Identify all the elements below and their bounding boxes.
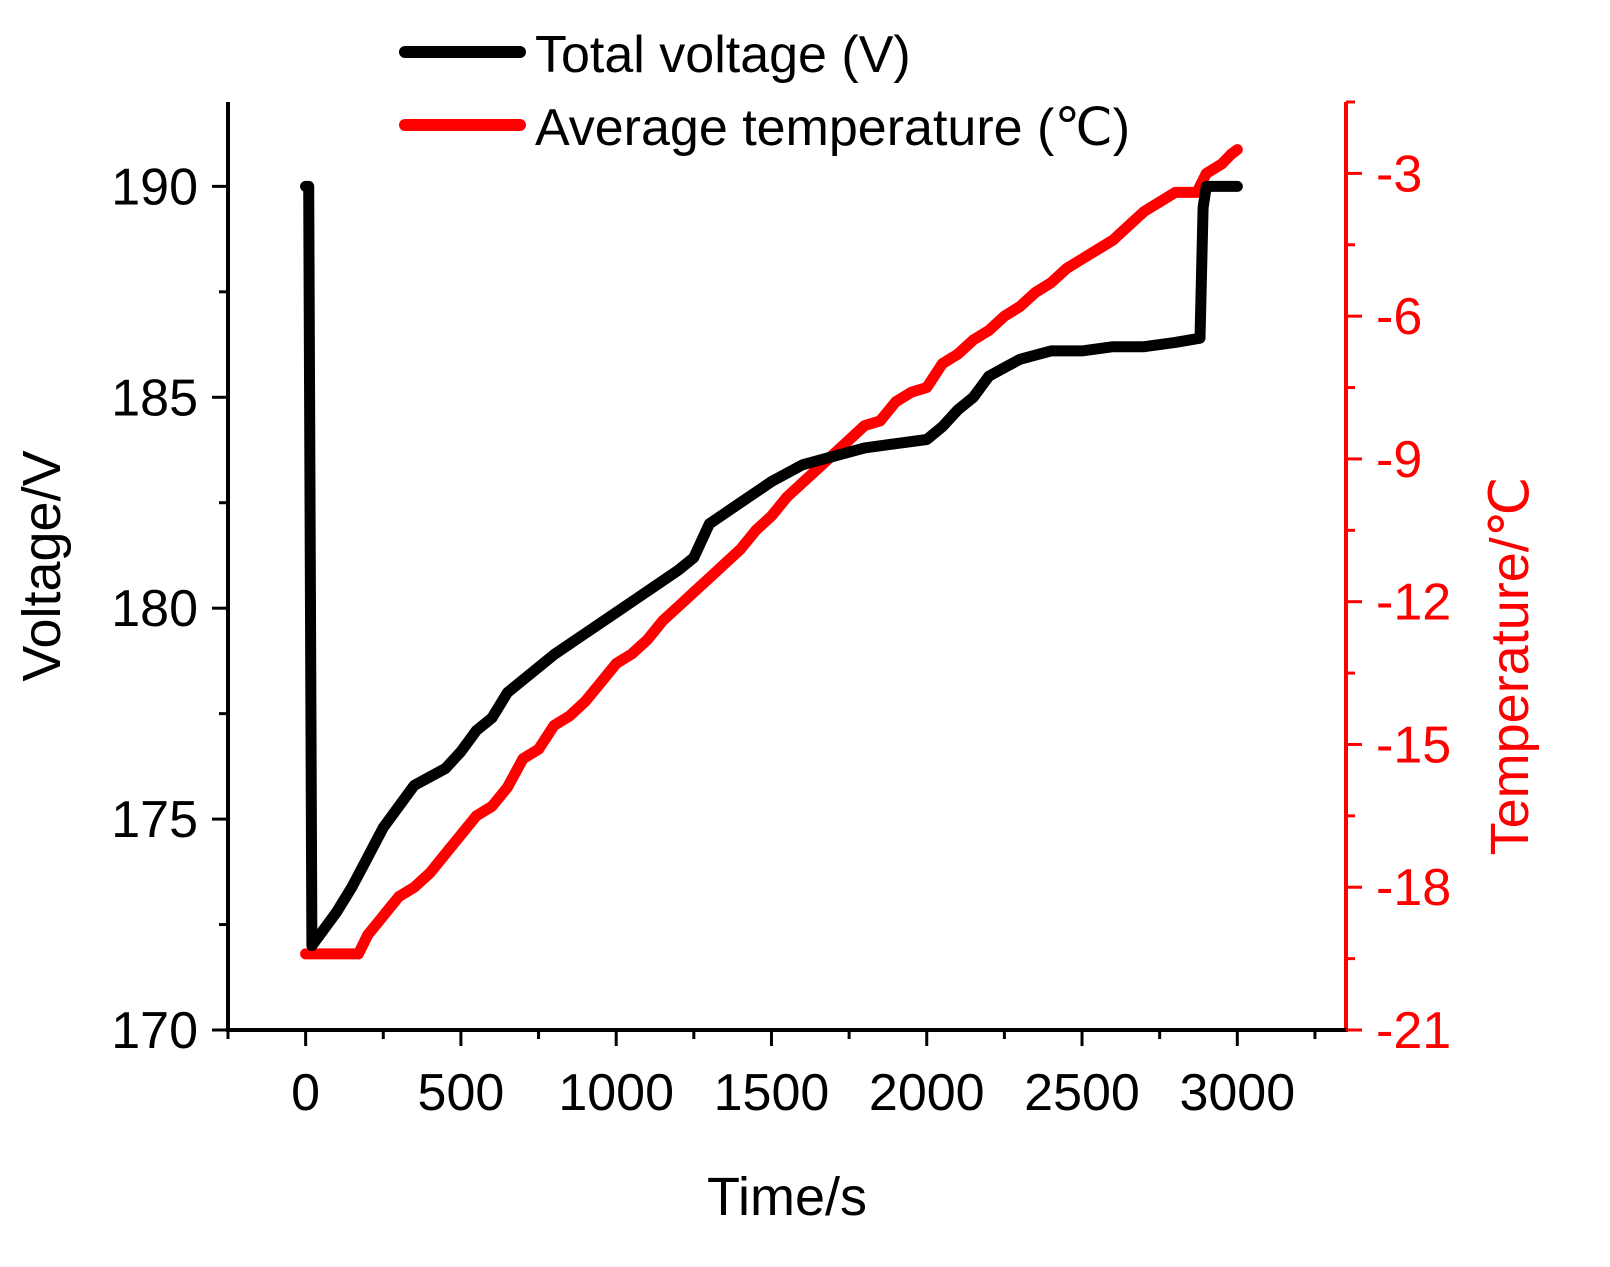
x-tick-label: 1000 xyxy=(558,1064,674,1122)
plot-area: 0 500 1000 1500 2000 2500 3000 170 175 180 185 190… xyxy=(111,100,1451,1122)
y2-tick-label: -3 xyxy=(1376,145,1422,203)
x-tick-label: 2000 xyxy=(869,1064,985,1122)
y2-tick-label: -6 xyxy=(1376,288,1422,346)
y2-tick-label: -18 xyxy=(1376,859,1451,917)
x-tick-label: 1500 xyxy=(714,1064,830,1122)
y-tick-label: 190 xyxy=(111,158,198,216)
y2-tick-label: -15 xyxy=(1376,716,1451,774)
right-y-ticks: -21 -18 -15 -12 -9 -6 -3 xyxy=(1346,100,1451,1060)
x-tick-label: 500 xyxy=(418,1064,505,1122)
x-tick-label: 3000 xyxy=(1179,1064,1295,1122)
legend-label-voltage: Total voltage (V) xyxy=(535,26,911,84)
x-ticks: 0 500 1000 1500 2000 2500 3000 xyxy=(226,1030,1317,1122)
left-y-ticks: 170 175 180 185 190 xyxy=(111,158,228,1060)
x-tick-label: 2500 xyxy=(1024,1064,1140,1122)
series-layer xyxy=(300,144,1243,960)
series-line-voltage xyxy=(300,180,1243,952)
x-tick-label: 0 xyxy=(291,1064,320,1122)
series-line-temperature xyxy=(300,144,1243,960)
legend: Total voltage (V) Average temperature (℃… xyxy=(399,26,1130,157)
x-axis-title: Time/s xyxy=(707,1167,867,1227)
left-y-axis-title: Voltage/V xyxy=(12,450,72,681)
y-tick-label: 185 xyxy=(111,369,198,427)
y-tick-label: 180 xyxy=(111,580,198,638)
right-y-axis-title: Temperature/℃ xyxy=(1480,477,1540,856)
y2-tick-label: -9 xyxy=(1376,431,1422,489)
y-tick-label: 175 xyxy=(111,791,198,849)
y2-tick-label: -21 xyxy=(1376,1002,1451,1060)
y-tick-label: 170 xyxy=(111,1002,198,1060)
y2-tick-label: -12 xyxy=(1376,574,1451,632)
legend-label-temperature: Average temperature (℃) xyxy=(535,99,1130,157)
